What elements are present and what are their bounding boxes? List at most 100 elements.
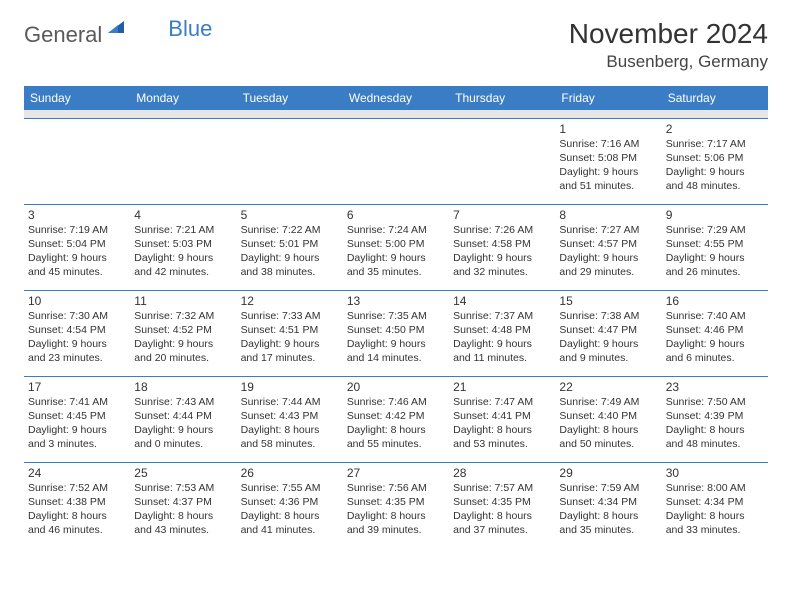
day-number: 8 [559, 208, 657, 222]
day-info: Sunrise: 7:53 AMSunset: 4:37 PMDaylight:… [134, 481, 232, 538]
calendar-cell: 12Sunrise: 7:33 AMSunset: 4:51 PMDayligh… [237, 290, 343, 376]
day-info: Sunrise: 7:52 AMSunset: 4:38 PMDaylight:… [28, 481, 126, 538]
day-number: 23 [666, 380, 764, 394]
weekday-header: Thursday [449, 86, 555, 110]
day-number: 26 [241, 466, 339, 480]
day-number: 15 [559, 294, 657, 308]
day-info: Sunrise: 7:17 AMSunset: 5:06 PMDaylight:… [666, 137, 764, 194]
calendar-cell: 19Sunrise: 7:44 AMSunset: 4:43 PMDayligh… [237, 376, 343, 462]
day-info: Sunrise: 7:49 AMSunset: 4:40 PMDaylight:… [559, 395, 657, 452]
calendar-cell-empty [24, 118, 130, 204]
day-info: Sunrise: 7:41 AMSunset: 4:45 PMDaylight:… [28, 395, 126, 452]
day-number: 16 [666, 294, 764, 308]
weekday-header: Wednesday [343, 86, 449, 110]
day-info: Sunrise: 7:55 AMSunset: 4:36 PMDaylight:… [241, 481, 339, 538]
calendar-cell: 30Sunrise: 8:00 AMSunset: 4:34 PMDayligh… [662, 462, 768, 548]
day-number: 22 [559, 380, 657, 394]
day-number: 19 [241, 380, 339, 394]
calendar-cell: 13Sunrise: 7:35 AMSunset: 4:50 PMDayligh… [343, 290, 449, 376]
calendar-cell: 9Sunrise: 7:29 AMSunset: 4:55 PMDaylight… [662, 204, 768, 290]
weekday-header: Friday [555, 86, 661, 110]
day-info: Sunrise: 7:46 AMSunset: 4:42 PMDaylight:… [347, 395, 445, 452]
weekday-header: Sunday [24, 86, 130, 110]
logo-text-blue: Blue [168, 16, 212, 42]
day-number: 20 [347, 380, 445, 394]
day-number: 24 [28, 466, 126, 480]
day-info: Sunrise: 7:44 AMSunset: 4:43 PMDaylight:… [241, 395, 339, 452]
calendar-cell: 28Sunrise: 7:57 AMSunset: 4:35 PMDayligh… [449, 462, 555, 548]
day-number: 27 [347, 466, 445, 480]
day-info: Sunrise: 7:16 AMSunset: 5:08 PMDaylight:… [559, 137, 657, 194]
day-info: Sunrise: 7:29 AMSunset: 4:55 PMDaylight:… [666, 223, 764, 280]
day-info: Sunrise: 7:33 AMSunset: 4:51 PMDaylight:… [241, 309, 339, 366]
day-number: 13 [347, 294, 445, 308]
calendar-row: 10Sunrise: 7:30 AMSunset: 4:54 PMDayligh… [24, 290, 768, 376]
calendar-cell-empty [449, 118, 555, 204]
day-info: Sunrise: 7:50 AMSunset: 4:39 PMDaylight:… [666, 395, 764, 452]
day-info: Sunrise: 7:32 AMSunset: 4:52 PMDaylight:… [134, 309, 232, 366]
day-info: Sunrise: 7:40 AMSunset: 4:46 PMDaylight:… [666, 309, 764, 366]
day-number: 5 [241, 208, 339, 222]
day-info: Sunrise: 7:35 AMSunset: 4:50 PMDaylight:… [347, 309, 445, 366]
weekday-header: Monday [130, 86, 236, 110]
calendar-cell: 17Sunrise: 7:41 AMSunset: 4:45 PMDayligh… [24, 376, 130, 462]
calendar-cell: 21Sunrise: 7:47 AMSunset: 4:41 PMDayligh… [449, 376, 555, 462]
header: General Blue November 2024 Busenberg, Ge… [24, 18, 768, 72]
day-info: Sunrise: 7:26 AMSunset: 4:58 PMDaylight:… [453, 223, 551, 280]
calendar-cell: 23Sunrise: 7:50 AMSunset: 4:39 PMDayligh… [662, 376, 768, 462]
calendar-cell: 26Sunrise: 7:55 AMSunset: 4:36 PMDayligh… [237, 462, 343, 548]
day-info: Sunrise: 7:43 AMSunset: 4:44 PMDaylight:… [134, 395, 232, 452]
calendar-cell: 16Sunrise: 7:40 AMSunset: 4:46 PMDayligh… [662, 290, 768, 376]
title-block: November 2024 Busenberg, Germany [569, 18, 768, 72]
day-info: Sunrise: 7:30 AMSunset: 4:54 PMDaylight:… [28, 309, 126, 366]
calendar-cell: 14Sunrise: 7:37 AMSunset: 4:48 PMDayligh… [449, 290, 555, 376]
day-info: Sunrise: 7:24 AMSunset: 5:00 PMDaylight:… [347, 223, 445, 280]
day-number: 6 [347, 208, 445, 222]
calendar-row: 24Sunrise: 7:52 AMSunset: 4:38 PMDayligh… [24, 462, 768, 548]
day-number: 17 [28, 380, 126, 394]
location-label: Busenberg, Germany [569, 52, 768, 72]
day-info: Sunrise: 8:00 AMSunset: 4:34 PMDaylight:… [666, 481, 764, 538]
calendar-cell: 2Sunrise: 7:17 AMSunset: 5:06 PMDaylight… [662, 118, 768, 204]
calendar-cell-empty [130, 118, 236, 204]
calendar-row: 3Sunrise: 7:19 AMSunset: 5:04 PMDaylight… [24, 204, 768, 290]
calendar-cell: 4Sunrise: 7:21 AMSunset: 5:03 PMDaylight… [130, 204, 236, 290]
day-info: Sunrise: 7:19 AMSunset: 5:04 PMDaylight:… [28, 223, 126, 280]
calendar-cell: 5Sunrise: 7:22 AMSunset: 5:01 PMDaylight… [237, 204, 343, 290]
day-number: 29 [559, 466, 657, 480]
day-info: Sunrise: 7:47 AMSunset: 4:41 PMDaylight:… [453, 395, 551, 452]
day-number: 25 [134, 466, 232, 480]
day-number: 12 [241, 294, 339, 308]
day-number: 30 [666, 466, 764, 480]
calendar-cell: 18Sunrise: 7:43 AMSunset: 4:44 PMDayligh… [130, 376, 236, 462]
day-info: Sunrise: 7:37 AMSunset: 4:48 PMDaylight:… [453, 309, 551, 366]
weekday-header: Saturday [662, 86, 768, 110]
day-number: 7 [453, 208, 551, 222]
page-title: November 2024 [569, 18, 768, 50]
calendar-row: 17Sunrise: 7:41 AMSunset: 4:45 PMDayligh… [24, 376, 768, 462]
day-info: Sunrise: 7:27 AMSunset: 4:57 PMDaylight:… [559, 223, 657, 280]
calendar-cell-empty [237, 118, 343, 204]
day-number: 4 [134, 208, 232, 222]
day-number: 2 [666, 122, 764, 136]
weekday-header: Tuesday [237, 86, 343, 110]
calendar-cell: 29Sunrise: 7:59 AMSunset: 4:34 PMDayligh… [555, 462, 661, 548]
day-number: 3 [28, 208, 126, 222]
calendar-cell: 6Sunrise: 7:24 AMSunset: 5:00 PMDaylight… [343, 204, 449, 290]
calendar-cell: 25Sunrise: 7:53 AMSunset: 4:37 PMDayligh… [130, 462, 236, 548]
calendar-cell: 11Sunrise: 7:32 AMSunset: 4:52 PMDayligh… [130, 290, 236, 376]
calendar-cell-empty [343, 118, 449, 204]
calendar-cell: 8Sunrise: 7:27 AMSunset: 4:57 PMDaylight… [555, 204, 661, 290]
day-info: Sunrise: 7:59 AMSunset: 4:34 PMDaylight:… [559, 481, 657, 538]
day-info: Sunrise: 7:38 AMSunset: 4:47 PMDaylight:… [559, 309, 657, 366]
day-number: 14 [453, 294, 551, 308]
calendar-cell: 3Sunrise: 7:19 AMSunset: 5:04 PMDaylight… [24, 204, 130, 290]
day-number: 9 [666, 208, 764, 222]
day-info: Sunrise: 7:57 AMSunset: 4:35 PMDaylight:… [453, 481, 551, 538]
day-number: 1 [559, 122, 657, 136]
day-number: 28 [453, 466, 551, 480]
calendar-cell: 24Sunrise: 7:52 AMSunset: 4:38 PMDayligh… [24, 462, 130, 548]
calendar-cell: 20Sunrise: 7:46 AMSunset: 4:42 PMDayligh… [343, 376, 449, 462]
day-number: 10 [28, 294, 126, 308]
calendar-table: Sunday Monday Tuesday Wednesday Thursday… [24, 86, 768, 548]
